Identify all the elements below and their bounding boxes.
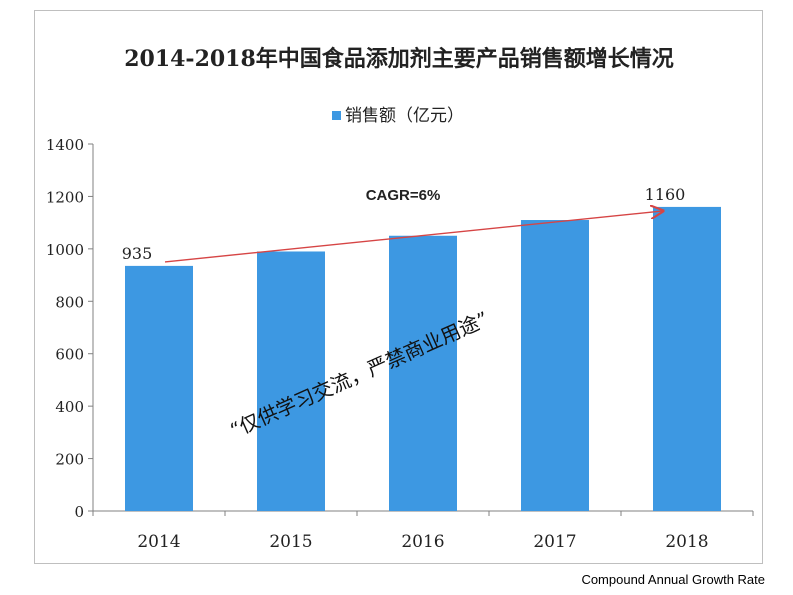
y-tick-label: 1400 [46,136,84,154]
legend-label: 销售额（亿元） [345,106,464,126]
bar-2014 [125,265,193,511]
cagr-label: CAGR=6% [366,187,441,204]
bar-2017 [521,220,589,511]
x-tick-label: 2015 [269,532,312,552]
bar-chart: 2014-2018年中国食品添加剂主要产品销售额增长情况 销售额（亿元） 0 20… [46,46,754,552]
data-label-2018: 1160 [645,185,686,204]
bars [125,206,721,511]
data-label-2014: 935 [122,244,153,263]
legend-swatch [332,111,341,120]
bar-2016 [389,235,457,511]
y-tick-label: 600 [55,346,84,364]
y-tick-label: 1200 [46,188,84,206]
y-tick-label: 0 [74,503,84,521]
x-tick-label: 2014 [137,532,180,552]
legend: 销售额（亿元） [332,106,464,126]
y-tick-label: 800 [55,293,84,311]
chart-title: 2014-2018年中国食品添加剂主要产品销售额增长情况 [124,46,674,72]
y-tick-label: 1000 [46,241,84,259]
x-tick-label: 2017 [533,532,576,552]
bar-2018 [653,206,721,511]
chart-caption: Compound Annual Growth Rate [581,572,765,587]
y-tick-label: 400 [55,398,84,416]
axes: 0 200 400 600 800 1000 1200 1400 2014 2015 2016 201… [46,136,754,552]
x-tick-label: 2016 [401,532,444,552]
bar-2015 [257,251,325,511]
y-tick-label: 200 [55,451,84,469]
chart-frame: 2014-2018年中国食品添加剂主要产品销售额增长情况 销售额（亿元） 0 20… [34,10,763,564]
x-tick-label: 2018 [665,532,708,552]
cagr-trend-arrow [164,211,663,263]
data-labels: 935 1160 [122,185,686,263]
